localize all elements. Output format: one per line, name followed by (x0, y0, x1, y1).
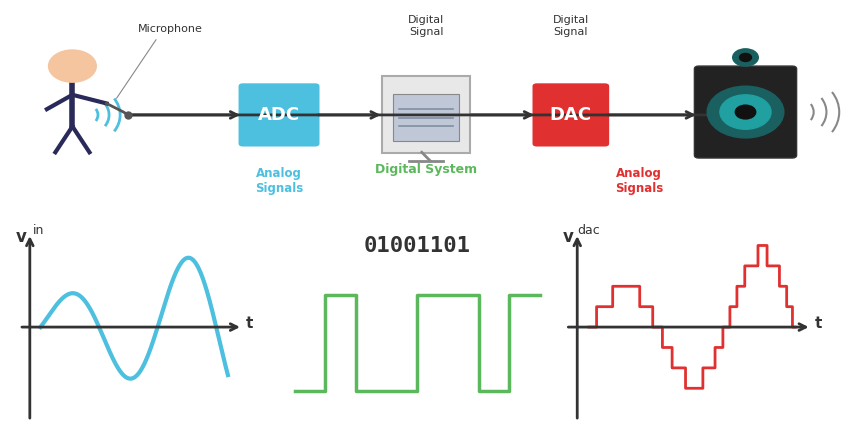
Text: Analog
Signals: Analog Signals (255, 167, 303, 195)
Circle shape (740, 53, 751, 61)
Text: dac: dac (578, 225, 601, 237)
Text: Digital System: Digital System (375, 163, 477, 176)
FancyBboxPatch shape (532, 83, 609, 147)
Circle shape (735, 105, 756, 119)
Text: v: v (16, 229, 26, 246)
Circle shape (733, 49, 758, 66)
Text: DAC: DAC (550, 106, 592, 124)
Text: t: t (245, 316, 253, 331)
Text: t: t (815, 316, 822, 331)
Text: in: in (32, 225, 44, 237)
Circle shape (49, 50, 96, 82)
FancyBboxPatch shape (382, 76, 470, 153)
Text: v: v (562, 229, 573, 246)
FancyBboxPatch shape (694, 66, 797, 158)
FancyBboxPatch shape (393, 94, 459, 141)
Text: Analog
Signals: Analog Signals (615, 167, 663, 195)
FancyBboxPatch shape (239, 83, 320, 147)
Text: Digital
Signal: Digital Signal (408, 15, 444, 37)
Text: Digital
Signal: Digital Signal (553, 15, 589, 37)
Text: Microphone: Microphone (138, 24, 203, 34)
Circle shape (720, 95, 771, 129)
Text: 01001101: 01001101 (364, 236, 471, 256)
Text: ADC: ADC (258, 106, 300, 124)
Circle shape (707, 86, 784, 138)
